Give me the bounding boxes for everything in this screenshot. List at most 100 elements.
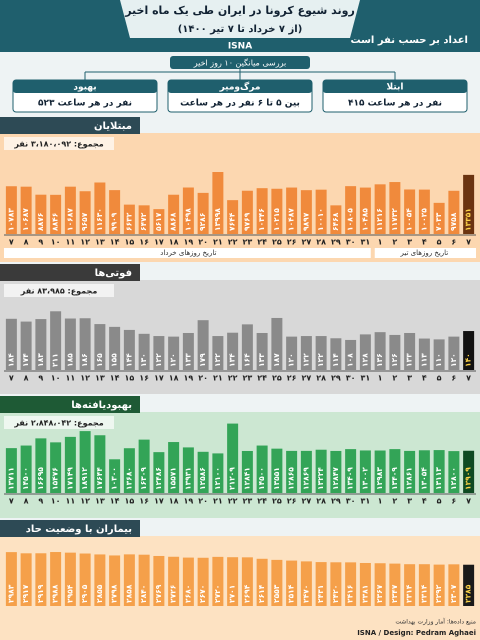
bar	[271, 559, 283, 606]
value-label: ۶۴۷۲	[139, 212, 148, 231]
x-tick-label: ۲۷	[301, 497, 311, 506]
value-label: ۲۵۱۴	[287, 584, 296, 603]
value-label: ۸۸۷۶	[36, 213, 45, 231]
value-label: ۱۸۴	[6, 353, 15, 367]
bar	[448, 336, 460, 370]
x-tick-label: ۱۲	[80, 238, 90, 247]
bar	[256, 188, 268, 234]
value-label: ۱۵۵۷۱	[169, 467, 178, 490]
value-label: ۲۲۸۵	[464, 584, 473, 603]
value-label: ۱۳۷۱۱	[6, 467, 15, 490]
value-label: ۷۰۳۳	[434, 212, 443, 231]
subtitle: (از ۷ خرداد تا ۷ تیر ۱۴۰۰)	[178, 24, 303, 35]
value-label: ۱۲۸۴۱	[242, 467, 251, 490]
bar	[64, 436, 76, 493]
bar	[418, 564, 430, 606]
x-tick-label: ۱۱	[65, 238, 75, 247]
bar	[256, 558, 268, 606]
bar	[94, 324, 106, 370]
bar	[20, 445, 32, 493]
x-tick-label: ۱۶	[139, 374, 149, 383]
value-label: ۲۹۱۹	[36, 584, 45, 603]
x-tick-label: ۲۹	[331, 238, 341, 247]
value-label: ۱۸۷	[272, 353, 281, 367]
x-tick-label: ۴	[422, 374, 427, 383]
bar	[404, 450, 416, 493]
value-label: ۱۲۸۶۱	[405, 467, 414, 490]
value-label: ۱۵۵	[110, 353, 119, 367]
value-label: ۱۲۶	[390, 353, 399, 367]
value-label: ۱۰۴۸۷	[287, 208, 296, 231]
value-label: ۲۹۸۸	[51, 584, 60, 603]
bar	[286, 187, 298, 234]
bar	[109, 190, 121, 234]
value-label: ۱۱۴	[331, 353, 340, 367]
value-label: ۱۳۳	[257, 353, 266, 367]
bar	[197, 320, 209, 370]
summary-box-head	[168, 80, 312, 93]
value-label: ۱۰۰۲۵	[419, 208, 428, 231]
x-axis-label: تاریخ روزهای تیر	[400, 249, 449, 257]
value-label: ۲۳۰۷	[449, 584, 458, 603]
bar	[448, 451, 460, 493]
value-label: ۱۷۴	[21, 353, 30, 367]
bar	[197, 451, 209, 493]
x-tick-label: ۳۱	[360, 497, 370, 506]
bar	[20, 553, 32, 606]
x-tick-label: ۶	[451, 497, 456, 506]
x-tick-label: ۲۴	[257, 497, 267, 506]
value-label: ۱۳۴۰۹	[390, 467, 399, 490]
bar	[50, 552, 62, 606]
value-label: ۱۲۸۶۹	[301, 467, 310, 490]
bar	[227, 557, 239, 606]
bar	[153, 555, 165, 606]
value-label: ۱۲۲	[154, 353, 163, 367]
x-tick-label: ۳۱	[360, 374, 370, 383]
x-tick-label: ۱۹	[183, 374, 193, 383]
bar	[168, 442, 180, 493]
note: بررسی میانگین ۱۰ روز اخیر	[193, 58, 287, 68]
x-tick-label: ۱۵	[124, 374, 134, 383]
bar	[241, 324, 253, 370]
x-tick-label: ۵	[437, 374, 442, 383]
bar	[123, 204, 135, 234]
bar	[433, 564, 445, 606]
value-label: ۱۸۹۱۲	[80, 467, 89, 490]
bar	[418, 450, 430, 493]
bar	[345, 449, 357, 493]
value-label: ۲۷۰۱	[228, 585, 237, 603]
value-label: ۱۰۰۱۰	[316, 208, 325, 231]
bar	[212, 556, 224, 606]
value-label: ۱۰۸	[346, 353, 355, 367]
bar	[123, 448, 135, 493]
value-label: ۲۷۲۰	[213, 585, 222, 603]
bar	[404, 564, 416, 606]
value-label: ۱۳۴	[228, 353, 237, 367]
bar	[286, 450, 298, 493]
bar	[300, 450, 312, 493]
x-tick-label: ۹	[38, 374, 43, 383]
value-label: ۲۲۹۲	[434, 584, 443, 603]
value-label: ۹۷۵۸	[449, 212, 458, 231]
section-title: بهبودیافته‌ها	[71, 400, 132, 411]
x-tick-label: ۱۳	[95, 497, 105, 506]
value-label: ۹۲۸۶	[198, 213, 207, 231]
bar	[359, 334, 371, 370]
value-label: ۱۴۵۰۰	[257, 467, 266, 490]
value-label: ۲۳۴۷	[390, 584, 399, 603]
value-label: ۱۷۹	[198, 353, 207, 367]
x-tick-label: ۲۲	[228, 238, 238, 247]
value-label: ۹۹۰۹	[110, 212, 119, 231]
value-label: ۲۸۵۸	[124, 584, 133, 603]
value-label: ۱۶۵	[95, 353, 104, 367]
value-label: ۱۰۴۸۵	[360, 208, 369, 231]
bar	[404, 332, 416, 370]
bar	[79, 431, 91, 493]
x-tick-label: ۲۳	[242, 497, 252, 506]
value-label: ۱۱۳	[419, 353, 428, 367]
section-title: مبتلایان	[94, 121, 132, 132]
bar	[345, 339, 357, 370]
bar	[256, 332, 268, 370]
x-tick-label: ۱۸	[169, 238, 179, 247]
